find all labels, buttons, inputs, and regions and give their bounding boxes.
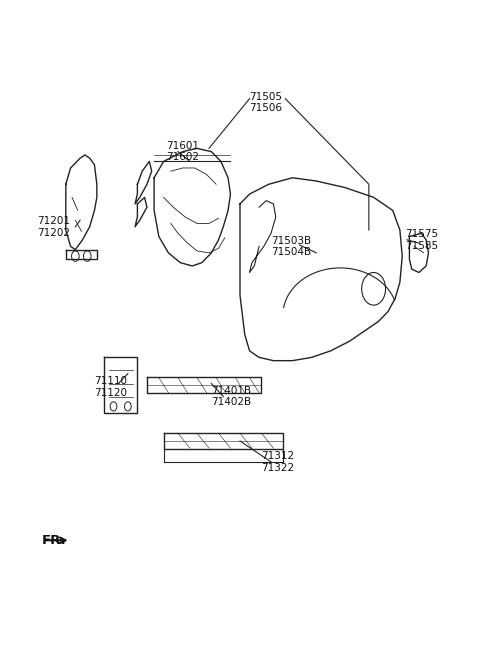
- Text: 71201
71202: 71201 71202: [37, 216, 70, 237]
- Text: 71601
71602: 71601 71602: [166, 141, 199, 163]
- Text: 71575
71585: 71575 71585: [405, 229, 438, 251]
- Text: FR.: FR.: [42, 534, 67, 547]
- Text: 71110
71120: 71110 71120: [95, 376, 128, 398]
- Text: 71401B
71402B: 71401B 71402B: [211, 386, 252, 407]
- Text: 71503B
71504B: 71503B 71504B: [271, 236, 311, 257]
- Text: 71505
71506: 71505 71506: [250, 92, 283, 113]
- Text: 71312
71322: 71312 71322: [262, 451, 295, 473]
